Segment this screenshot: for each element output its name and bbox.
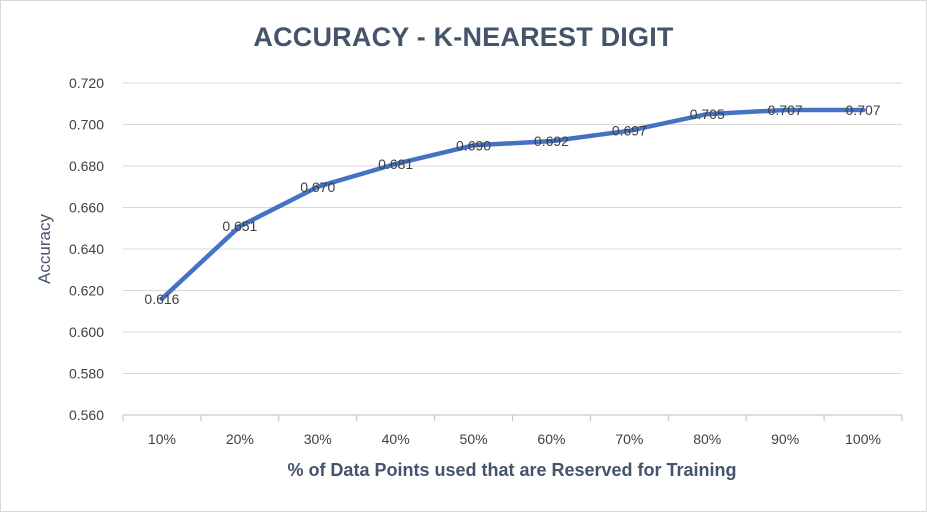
x-tick-label: 90% bbox=[771, 431, 799, 447]
y-tick-label: 0.680 bbox=[69, 158, 104, 174]
y-tick-label: 0.560 bbox=[69, 407, 104, 423]
data-label: 0.690 bbox=[456, 137, 491, 153]
y-tick-label: 0.620 bbox=[69, 283, 104, 299]
data-point bbox=[237, 224, 242, 229]
data-label: 0.692 bbox=[534, 133, 569, 149]
series-line bbox=[159, 107, 866, 302]
y-tick-label: 0.580 bbox=[69, 366, 104, 382]
y-tick-label: 0.600 bbox=[69, 324, 104, 340]
y-tick-label: 0.660 bbox=[69, 200, 104, 216]
data-label: 0.651 bbox=[222, 218, 257, 234]
y-tick-labels: 0.560 0.580 0.600 0.620 0.640 0.660 0.680 0.700… bbox=[69, 75, 104, 423]
x-axis bbox=[122, 414, 903, 421]
data-point bbox=[627, 128, 632, 133]
y-tick-label: 0.720 bbox=[69, 75, 104, 91]
data-point bbox=[159, 296, 164, 301]
x-tick-label: 10% bbox=[148, 431, 176, 447]
data-point bbox=[315, 184, 320, 189]
x-tick-label: 60% bbox=[537, 431, 565, 447]
data-label: 0.705 bbox=[690, 106, 725, 122]
x-tick-label: 50% bbox=[460, 431, 488, 447]
data-point bbox=[393, 161, 398, 166]
y-tick-label: 0.640 bbox=[69, 241, 104, 257]
x-tick-label: 40% bbox=[382, 431, 410, 447]
data-point bbox=[861, 107, 866, 112]
x-tick-label: 30% bbox=[304, 431, 332, 447]
data-point bbox=[549, 139, 554, 144]
data-label: 0.670 bbox=[300, 179, 335, 195]
data-label: 0.707 bbox=[768, 102, 803, 118]
x-tick-label: 20% bbox=[226, 431, 254, 447]
y-tick-label: 0.700 bbox=[69, 117, 104, 133]
series-line-path bbox=[159, 107, 866, 302]
data-point bbox=[783, 107, 788, 112]
grid-lines bbox=[123, 82, 902, 374]
x-tick-label: 80% bbox=[693, 431, 721, 447]
y-axis-title: Accuracy bbox=[35, 214, 54, 284]
x-tick-labels: 10% 20% 30% 40% 50% 60% 70% 80% 90% 100% bbox=[148, 431, 881, 447]
data-labels: 0.616 0.651 0.670 0.681 0.690 0.692 0.697 0.705… bbox=[144, 102, 880, 307]
chart-title: ACCURACY - K-NEAREST DIGIT bbox=[253, 22, 674, 52]
data-label: 0.681 bbox=[378, 156, 413, 172]
x-axis-title: % of Data Points used that are Reserved … bbox=[287, 460, 736, 480]
x-tick-label: 70% bbox=[615, 431, 643, 447]
data-label: 0.616 bbox=[144, 291, 179, 307]
data-label: 0.707 bbox=[846, 102, 881, 118]
data-point bbox=[705, 112, 710, 117]
x-tick-label: 100% bbox=[845, 431, 881, 447]
data-label: 0.697 bbox=[612, 123, 647, 139]
data-point bbox=[471, 143, 476, 148]
